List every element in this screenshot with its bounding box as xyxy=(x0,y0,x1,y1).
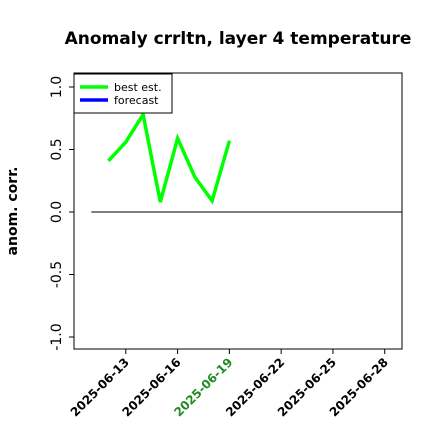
data-point xyxy=(211,200,213,202)
y-axis-label: anom. corr. xyxy=(5,167,21,256)
legend-label: best est. xyxy=(114,81,162,94)
data-point xyxy=(142,114,144,115)
y-tick-label: 0.5 xyxy=(49,138,65,160)
y-tick-label: -0.5 xyxy=(49,261,65,288)
y-tick-label: 0.0 xyxy=(49,201,65,223)
data-point xyxy=(159,201,161,203)
y-ticks: -1.0 -0.5 0.0 0.5 1.0 xyxy=(49,76,74,351)
legend-label: forecast xyxy=(114,94,159,107)
x-ticks: 2025-06-132025-06-162025-06-192025-06-22… xyxy=(68,349,391,419)
series-layer xyxy=(107,109,232,205)
plot-frame xyxy=(73,72,403,350)
y-tick-label: -1.0 xyxy=(49,323,65,350)
data-point xyxy=(228,140,230,142)
y-tick-label: 1.0 xyxy=(49,76,65,98)
legend: best est.forecast xyxy=(73,73,173,114)
data-point xyxy=(125,141,127,143)
series-line-0 xyxy=(107,109,232,205)
chart-title: Anomaly crrltn, layer 4 temperature xyxy=(65,29,412,49)
legend-box xyxy=(73,73,173,114)
data-point xyxy=(108,160,110,162)
data-point xyxy=(177,137,179,139)
data-point xyxy=(194,176,196,178)
